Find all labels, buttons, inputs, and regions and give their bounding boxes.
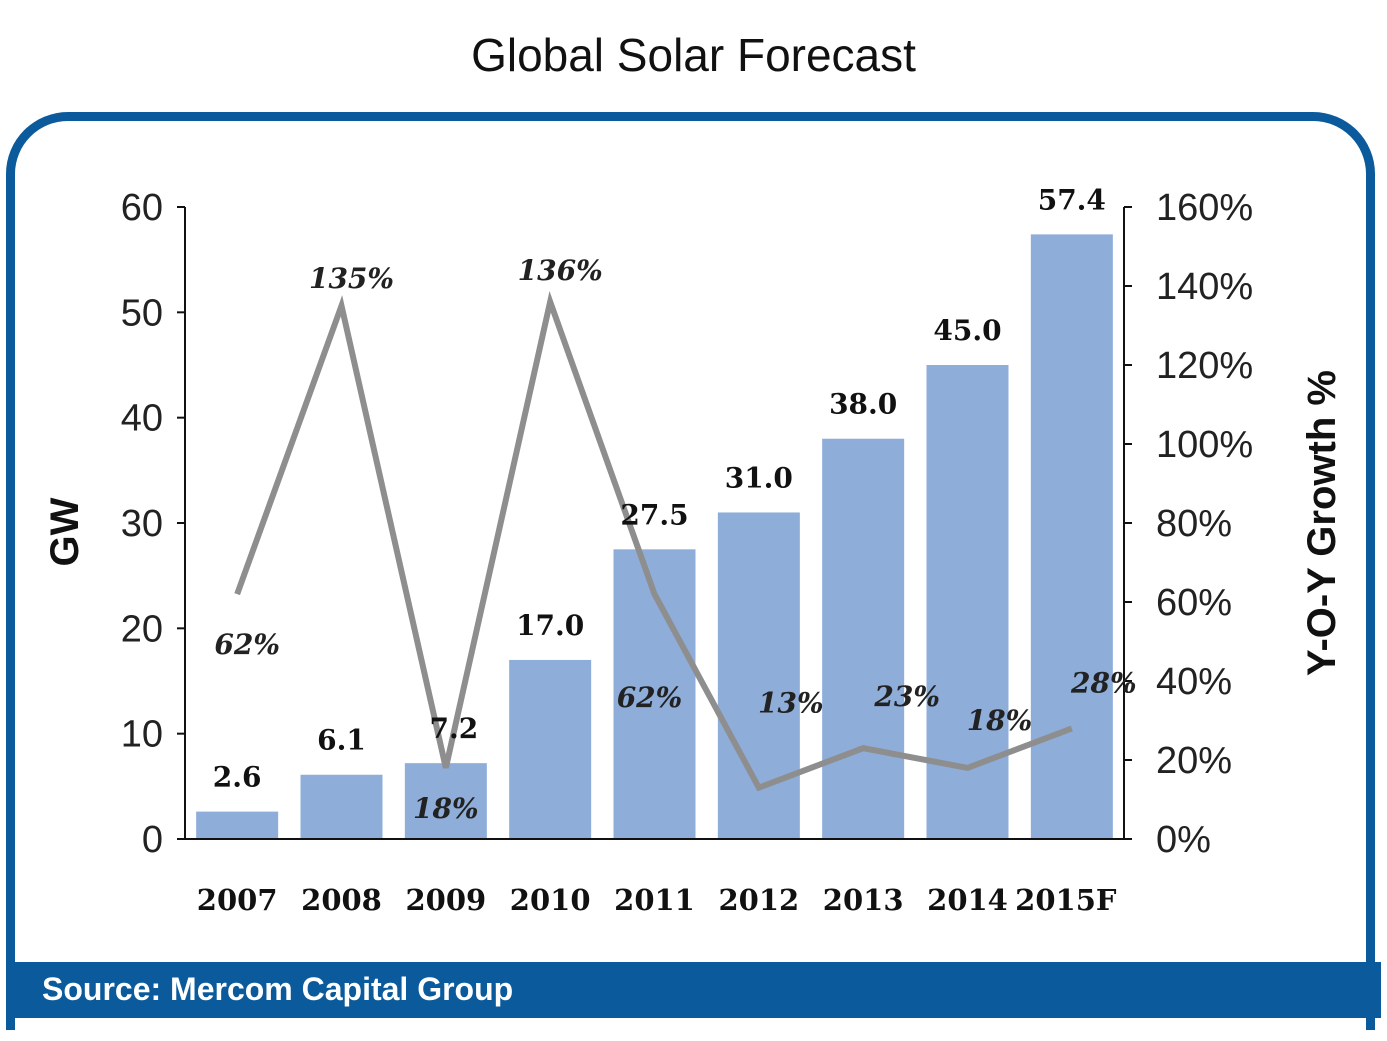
- growth-value-label: 136%: [518, 254, 603, 287]
- x-tick-label: 2013: [823, 883, 904, 917]
- x-tick-label: 2011: [614, 883, 695, 917]
- left-tick-label: 50: [121, 292, 163, 334]
- bar-value-label: 31.0: [725, 461, 793, 494]
- growth-value-label: 13%: [758, 687, 824, 720]
- right-tick-label: 100%: [1156, 424, 1253, 466]
- bar-2008: [300, 774, 383, 839]
- right-tick-label: 40%: [1156, 661, 1232, 703]
- source-footer: Source: Mercom Capital Group: [6, 962, 1381, 1018]
- x-tick-label: 2014: [927, 883, 1008, 917]
- left-tick-label: 10: [121, 714, 163, 756]
- bar-2013: [822, 438, 905, 839]
- bar-value-label: 45.0: [933, 314, 1001, 347]
- bar-2007: [196, 811, 279, 839]
- labels-group: 2.6 6.1 7.2 17.0 27.5 31.0 38.0 45.0 57.4 62% 135%…: [213, 183, 1137, 825]
- bar-value-label: 6.1: [317, 724, 366, 757]
- source-text: Source: Mercom Capital Group: [42, 971, 514, 1007]
- x-tick-label: 2009: [405, 883, 486, 917]
- bar-2009: [404, 763, 487, 839]
- growth-value-label: 23%: [873, 680, 940, 713]
- bar-2010: [509, 659, 592, 839]
- bar-value-label: 27.5: [620, 498, 688, 531]
- growth-line-group: [234, 291, 1073, 792]
- right-tick-label: 20%: [1156, 740, 1232, 782]
- axes-group: 0 10 20 30 40 50 60 0% 20% 40% 60% 80% 100% 120% 140% 1…: [43, 187, 1344, 917]
- bar-value-label: 57.4: [1038, 183, 1106, 216]
- bar-value-label: 38.0: [829, 388, 897, 421]
- right-tick-label: 60%: [1156, 582, 1232, 624]
- growth-value-label: 28%: [1070, 666, 1137, 699]
- bar-value-label: 2.6: [213, 761, 262, 794]
- chart-title: Global Solar Forecast: [471, 29, 916, 81]
- growth-value-label: 18%: [413, 792, 479, 825]
- x-tick-label: 2007: [197, 883, 278, 917]
- x-tick-label: 2008: [301, 883, 382, 917]
- bar-value-label: 7.2: [429, 712, 478, 745]
- right-tick-label: 0%: [1156, 819, 1211, 861]
- left-tick-label: 0: [142, 819, 163, 861]
- right-tick-label: 140%: [1156, 266, 1253, 308]
- growth-value-label: 62%: [617, 681, 683, 714]
- right-tick-label: 160%: [1156, 187, 1253, 229]
- bar-2015F: [1030, 234, 1113, 840]
- right-tick-label: 120%: [1156, 345, 1253, 387]
- growth-value-label: 18%: [967, 704, 1033, 737]
- left-tick-label: 20: [121, 608, 163, 650]
- left-tick-label: 40: [121, 398, 163, 440]
- bar-value-label: 17.0: [516, 609, 584, 642]
- left-tick-label: 30: [121, 503, 163, 545]
- growth-value-label: 135%: [309, 262, 394, 295]
- right-axis-title: Y-O-Y Growth %: [1300, 370, 1344, 676]
- x-tick-label: 2010: [510, 883, 591, 917]
- chart-svg: 0 10 20 30 40 50 60 0% 20% 40% 60% 80% 100% 120% 140% 1…: [43, 183, 1344, 917]
- x-tick-label: 2015F: [1015, 883, 1117, 917]
- left-tick-label: 60: [121, 187, 163, 229]
- left-axis-title: GW: [43, 497, 87, 566]
- chart-frame: [6, 112, 1375, 1030]
- growth-value-label: 62%: [214, 628, 280, 661]
- growth-line: [234, 291, 1073, 792]
- x-tick-label: 2012: [718, 883, 799, 917]
- right-tick-label: 80%: [1156, 503, 1232, 545]
